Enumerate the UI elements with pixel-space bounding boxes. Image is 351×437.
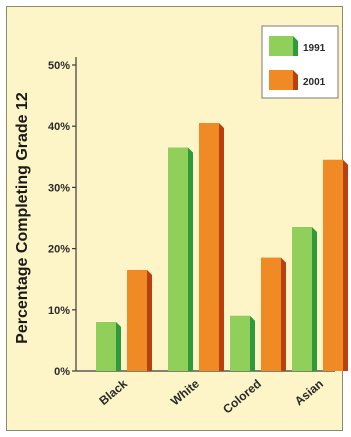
bar-asian-1991 — [292, 227, 317, 371]
x-tick-label-colored: Colored — [220, 377, 264, 417]
y-axis-label: Percentage Completing Grade 12 — [14, 92, 31, 344]
bar-white-1991 — [168, 147, 193, 371]
legend-item-2001: 2001 — [269, 70, 326, 90]
y-tick-label: 20% — [48, 244, 70, 256]
x-tick-label-black: Black — [96, 376, 130, 408]
bar-front — [96, 322, 116, 371]
bar-side — [219, 123, 224, 371]
bar-white-2001 — [199, 123, 224, 371]
legend-item-1991: 1991 — [269, 36, 326, 56]
bar-side — [147, 270, 152, 371]
bars — [96, 123, 348, 371]
bar-black-2001 — [127, 270, 152, 371]
legend-swatch — [269, 36, 293, 56]
legend-label: 1991 — [303, 43, 326, 54]
legend-swatch-side — [293, 70, 298, 90]
bar-front — [292, 227, 312, 371]
x-labels: Black White Colored Asian — [96, 376, 326, 416]
y-tick-label: 30% — [48, 182, 70, 194]
legend: 1991 2001 — [261, 25, 339, 99]
bar-asian-2001 — [323, 159, 348, 371]
x-tick-label-white: White — [168, 376, 202, 408]
bar-side — [281, 257, 286, 371]
legend-swatch-side — [293, 36, 298, 56]
bar-front — [199, 123, 219, 371]
legend-label: 2001 — [303, 77, 326, 88]
bar-side — [250, 315, 255, 371]
y-tick-label: 10% — [48, 305, 70, 317]
bar-side — [116, 322, 121, 371]
bar-front — [127, 270, 147, 371]
y-ticks: 0% 10% 20% 30% 40% 50% — [48, 60, 76, 378]
legend-swatch — [269, 70, 293, 90]
bar-side — [312, 227, 317, 371]
y-tick-label: 40% — [48, 121, 70, 133]
bar-black-1991 — [96, 322, 121, 371]
bar-front — [261, 257, 281, 371]
bar-colored-2001 — [261, 257, 286, 371]
bar-colored-1991 — [230, 315, 255, 371]
x-tick-label-asian: Asian — [292, 377, 326, 409]
bar-front — [323, 159, 343, 371]
y-tick-label: 0% — [54, 366, 70, 378]
y-tick-label: 50% — [48, 60, 70, 72]
bar-side — [343, 159, 348, 371]
bar-front — [168, 147, 188, 371]
bar-side — [188, 147, 193, 371]
bar-front — [230, 315, 250, 371]
